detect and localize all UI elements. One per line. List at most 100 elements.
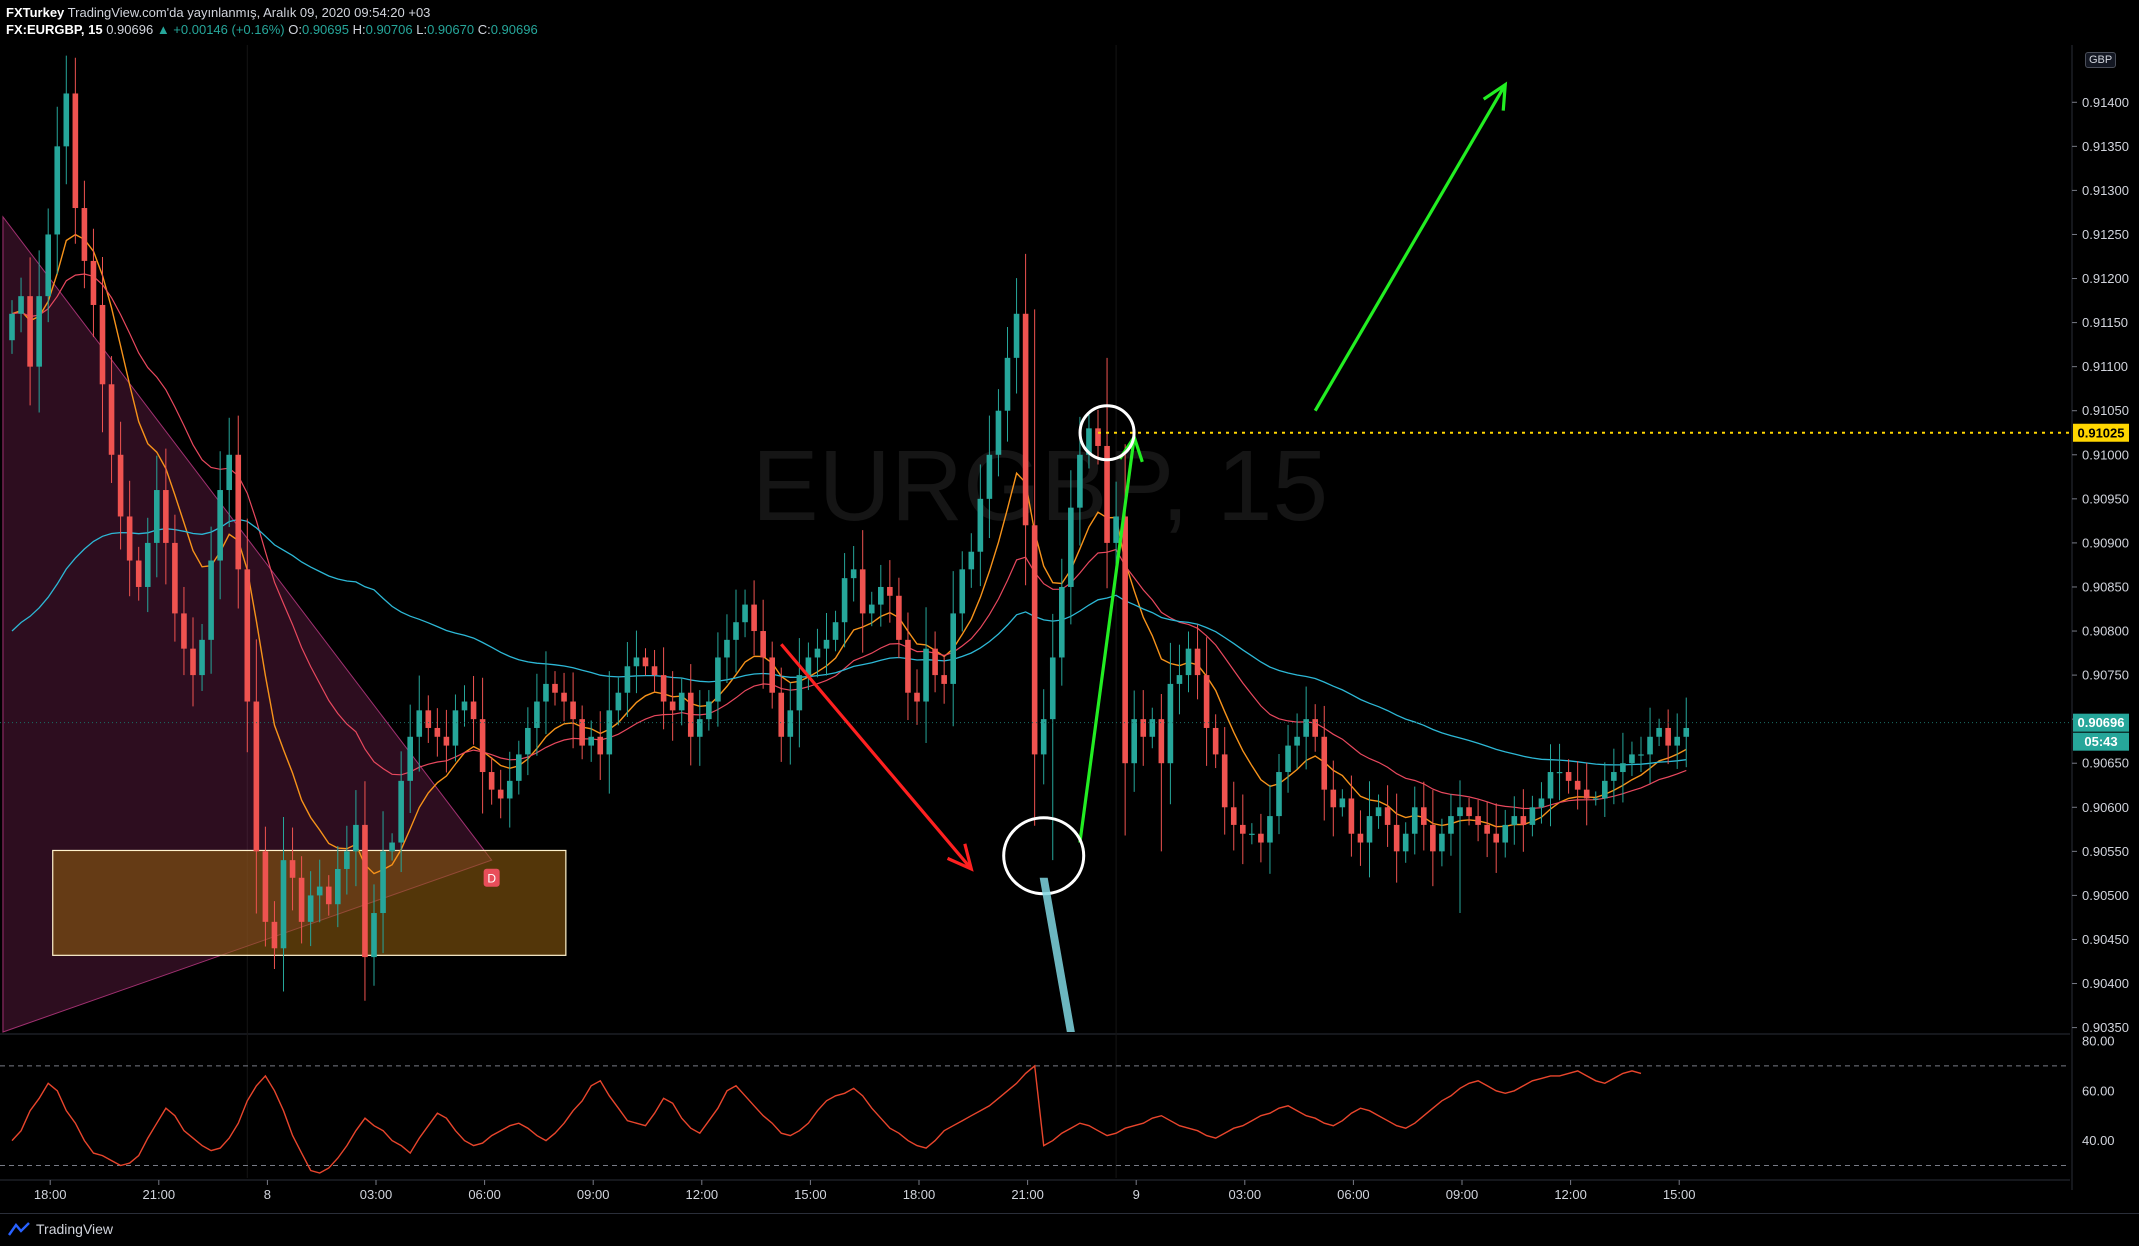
candle-body <box>1104 445 1110 543</box>
tradingview-logo-icon <box>8 1222 30 1236</box>
price-change: ▲ +0.00146 (+0.16%) <box>156 22 285 37</box>
time-tick-label: 21:00 <box>143 1187 176 1202</box>
candle-body <box>1665 727 1671 746</box>
pattern-marker-badge[interactable] <box>483 868 500 887</box>
candle-body <box>651 666 658 676</box>
countdown-badge <box>2073 732 2129 751</box>
symbol-name[interactable]: FX:EURGBP, 15 <box>6 22 103 37</box>
time-tick-label: 18:00 <box>34 1187 67 1202</box>
candle-body <box>1149 719 1156 737</box>
candle-body <box>606 710 613 755</box>
projection-bar <box>1039 877 1075 1032</box>
candle-body <box>1276 772 1282 817</box>
price-tick-label: 0.90400 <box>2082 976 2129 991</box>
candle-body <box>850 569 857 579</box>
time-tick-label: 12:00 <box>1554 1187 1587 1202</box>
candle-body <box>235 454 242 570</box>
candle-body <box>54 146 61 235</box>
time-tick-label: 06:00 <box>468 1187 501 1202</box>
candle-body <box>588 736 594 746</box>
candle-body <box>1185 648 1192 676</box>
candle-body <box>280 860 287 949</box>
price-tick-label: 0.91050 <box>2082 403 2129 418</box>
candle-body <box>1574 780 1581 790</box>
candle-body <box>72 93 79 209</box>
candle-body <box>1113 516 1119 543</box>
candle-body <box>1004 357 1011 411</box>
candle-body <box>995 410 1002 455</box>
price-tick-label: 0.90900 <box>2082 535 2129 550</box>
chart-header: FXTurkey TradingView.com'da yayınlanmış,… <box>0 0 2139 42</box>
candle-body <box>525 727 531 755</box>
moving-averages <box>11 233 1687 875</box>
candle-body <box>1131 719 1137 764</box>
drawing-annotations: D <box>0 81 2070 1032</box>
candle-body <box>1393 824 1400 852</box>
candle-body <box>217 490 223 561</box>
circle-marker <box>1078 404 1136 462</box>
hline-price-badge-text: 0.91025 <box>2078 425 2125 440</box>
countdown-badge-text: 05:43 <box>2084 734 2117 749</box>
candle-body <box>1176 675 1183 684</box>
candle-body <box>805 657 812 676</box>
rsi-line <box>11 1064 1642 1174</box>
candle-body <box>760 631 766 658</box>
close-value: 0.90696 <box>490 22 538 37</box>
candle-body <box>1357 833 1364 843</box>
candle-body <box>742 604 748 623</box>
green-target-arrow <box>1313 83 1507 412</box>
candle-body <box>832 622 839 640</box>
open-label: O: <box>288 22 302 37</box>
candle-body <box>271 921 278 949</box>
publisher-name[interactable]: FXTurkey <box>6 5 65 20</box>
candle-body <box>706 701 712 720</box>
candle-body <box>1339 798 1346 808</box>
candle-body <box>1230 807 1237 825</box>
candle-body <box>814 648 821 658</box>
tradingview-brand[interactable]: TradingView <box>8 1221 113 1237</box>
candles <box>9 55 1690 1001</box>
candle-body <box>1049 657 1056 720</box>
rsi-tick-label: 60.00 <box>2082 1083 2115 1098</box>
candle-body <box>516 754 522 781</box>
candle-body <box>697 719 703 737</box>
time-tick-label: 8 <box>264 1187 271 1202</box>
candle-body <box>1402 833 1409 852</box>
candle-body <box>470 701 477 720</box>
green-target-arrow-head <box>1482 81 1508 111</box>
candle-body <box>724 639 730 658</box>
price-tick-label: 0.90600 <box>2082 800 2129 815</box>
candle-body <box>208 560 214 640</box>
time-tick-label: 15:00 <box>794 1187 827 1202</box>
candle-body <box>1565 772 1572 781</box>
time-tick-label: 06:00 <box>1337 1187 1370 1202</box>
candle-body <box>769 657 775 693</box>
candle-body <box>1022 313 1029 526</box>
candle-body <box>868 604 875 614</box>
candle-body <box>751 604 757 632</box>
candle-body <box>1366 816 1373 843</box>
candle-body <box>624 666 631 693</box>
candle-body <box>316 886 323 896</box>
candle-body <box>552 683 558 693</box>
candle-body <box>1122 516 1128 764</box>
candle-body <box>887 586 893 596</box>
candle-body <box>1583 789 1590 799</box>
candle-body <box>36 296 42 367</box>
candle-body <box>226 454 232 491</box>
candle-body <box>932 648 938 676</box>
candle-body <box>561 692 567 702</box>
price-tick-label: 0.91100 <box>2082 359 2128 374</box>
price-tick-label: 0.90450 <box>2082 932 2129 947</box>
candle-body <box>878 586 884 605</box>
candle-body <box>1086 428 1092 455</box>
candle-body <box>1158 719 1165 764</box>
candle-body <box>81 208 88 261</box>
candle-body <box>823 639 830 649</box>
candle-body <box>1556 772 1563 774</box>
ema-fast-line <box>11 233 1687 875</box>
candle-body <box>1674 736 1680 746</box>
currency-badge[interactable]: GBP <box>2085 52 2117 68</box>
candle-body <box>1303 719 1309 737</box>
